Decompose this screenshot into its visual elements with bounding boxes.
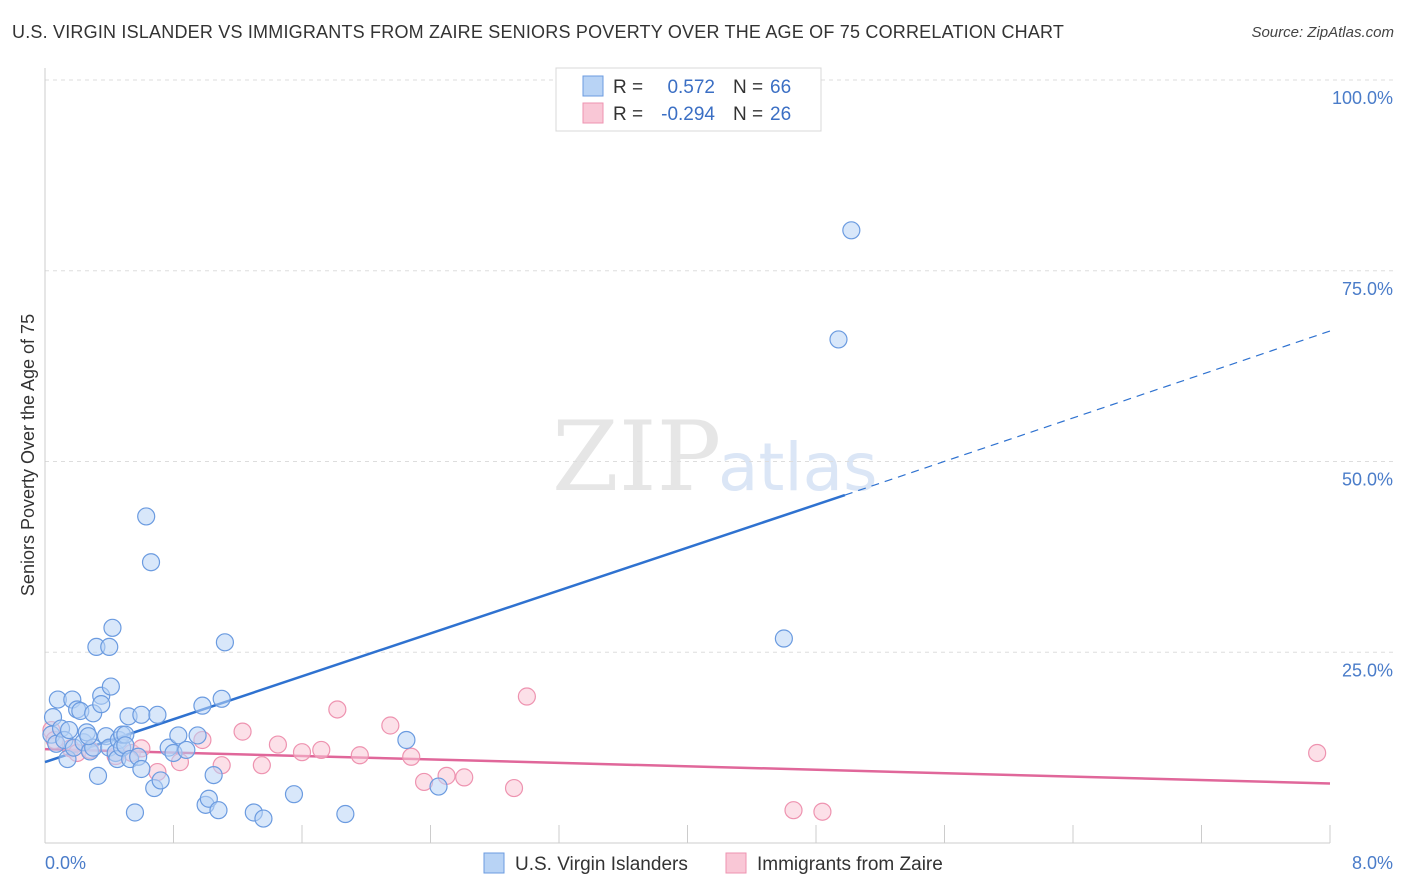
- watermark-zip: ZIP: [552, 401, 721, 513]
- legend-n-value-2: 26: [770, 104, 791, 125]
- legend-n-value-1: 66: [770, 77, 791, 98]
- correlation-legend: R = 0.572 N = 66 R = -0.294 N = 26: [555, 67, 822, 132]
- trend-line-virgin-islanders-extension: [844, 330, 1331, 496]
- series-legend: U.S. Virgin Islanders Immigrants from Za…: [483, 852, 943, 875]
- point-virgin-islanders: [204, 765, 223, 785]
- series-legend-swatch-pink: [725, 852, 747, 874]
- point-virgin-islanders: [132, 705, 151, 724]
- point-virgin-islanders: [336, 804, 355, 824]
- point-virgin-islanders: [284, 785, 304, 804]
- point-virgin-islanders: [193, 696, 212, 715]
- point-zaire: [381, 716, 400, 735]
- axes: 25.0% 50.0% 75.0% 100.0% 0.0% 8.0%: [44, 68, 1393, 873]
- point-virgin-islanders: [254, 809, 273, 828]
- point-virgin-islanders: [132, 759, 151, 779]
- point-zaire: [268, 735, 288, 754]
- legend-r-value-1: 0.572: [667, 77, 715, 98]
- trend-lines: [44, 330, 1331, 785]
- legend-r-label-1: R =: [613, 77, 643, 98]
- point-zaire: [504, 778, 524, 798]
- point-zaire: [784, 801, 803, 820]
- y-tick-label: 25.0%: [1342, 660, 1393, 680]
- point-virgin-islanders: [209, 801, 228, 820]
- point-zaire: [402, 747, 421, 766]
- point-virgin-islanders: [101, 677, 120, 696]
- point-virgin-islanders: [212, 689, 231, 708]
- point-virgin-islanders: [188, 726, 207, 745]
- legend-r-label-2: R =: [613, 104, 643, 125]
- point-virgin-islanders: [215, 633, 234, 652]
- point-zaire: [292, 743, 312, 762]
- legend-r-value-2: -0.294: [661, 104, 715, 125]
- legend-n-label-2: N =: [733, 104, 763, 125]
- point-virgin-islanders: [103, 618, 122, 637]
- point-virgin-islanders: [141, 553, 161, 572]
- point-zaire: [312, 740, 331, 760]
- point-zaire: [1308, 743, 1327, 763]
- point-zaire: [252, 756, 271, 775]
- point-virgin-islanders: [79, 727, 98, 746]
- x-tick-label-min: 0.0%: [45, 853, 86, 873]
- point-zaire: [233, 722, 252, 741]
- point-zaire: [813, 802, 832, 821]
- data-points: [42, 221, 1327, 828]
- point-zaire: [517, 687, 536, 706]
- trend-line-virgin-islanders: [44, 493, 846, 764]
- point-virgin-islanders: [59, 720, 79, 740]
- point-virgin-islanders: [151, 771, 170, 790]
- legend-swatch-pink: [582, 102, 604, 124]
- y-tick-label: 50.0%: [1342, 470, 1393, 490]
- point-virgin-islanders: [169, 726, 188, 745]
- chart-title: U.S. VIRGIN ISLANDER VS IMMIGRANTS FROM …: [12, 22, 1065, 42]
- point-virgin-islanders: [92, 695, 111, 714]
- legend-swatch-blue: [582, 75, 604, 97]
- point-virgin-islanders: [100, 637, 119, 657]
- series-legend-label-1: U.S. Virgin Islanders: [515, 854, 688, 875]
- point-virgin-islanders: [429, 777, 448, 796]
- trend-line-zaire: [44, 747, 1331, 785]
- point-virgin-islanders: [397, 730, 416, 750]
- y-axis-label: Seniors Poverty Over the Age of 75: [18, 314, 38, 596]
- point-virgin-islanders: [137, 507, 156, 526]
- x-tick-label-max: 8.0%: [1352, 853, 1393, 873]
- point-zaire: [455, 768, 474, 787]
- point-virgin-islanders: [177, 740, 196, 760]
- point-virgin-islanders: [88, 766, 108, 785]
- point-zaire: [328, 700, 347, 719]
- point-virgin-islanders: [842, 221, 861, 240]
- gridlines: [45, 79, 1393, 653]
- series-legend-swatch-blue: [483, 852, 505, 874]
- point-virgin-islanders: [774, 629, 793, 648]
- legend-n-label-1: N =: [733, 77, 763, 98]
- source-credit: Source: ZipAtlas.com: [1251, 24, 1394, 41]
- point-virgin-islanders: [148, 705, 167, 724]
- point-virgin-islanders: [125, 803, 145, 822]
- y-tick-label: 100.0%: [1332, 88, 1393, 108]
- point-virgin-islanders: [829, 330, 848, 349]
- watermark-atlas: atlas: [718, 429, 878, 506]
- point-zaire: [350, 746, 369, 765]
- series-legend-label-2: Immigrants from Zaire: [757, 854, 943, 875]
- y-tick-label: 75.0%: [1342, 279, 1393, 299]
